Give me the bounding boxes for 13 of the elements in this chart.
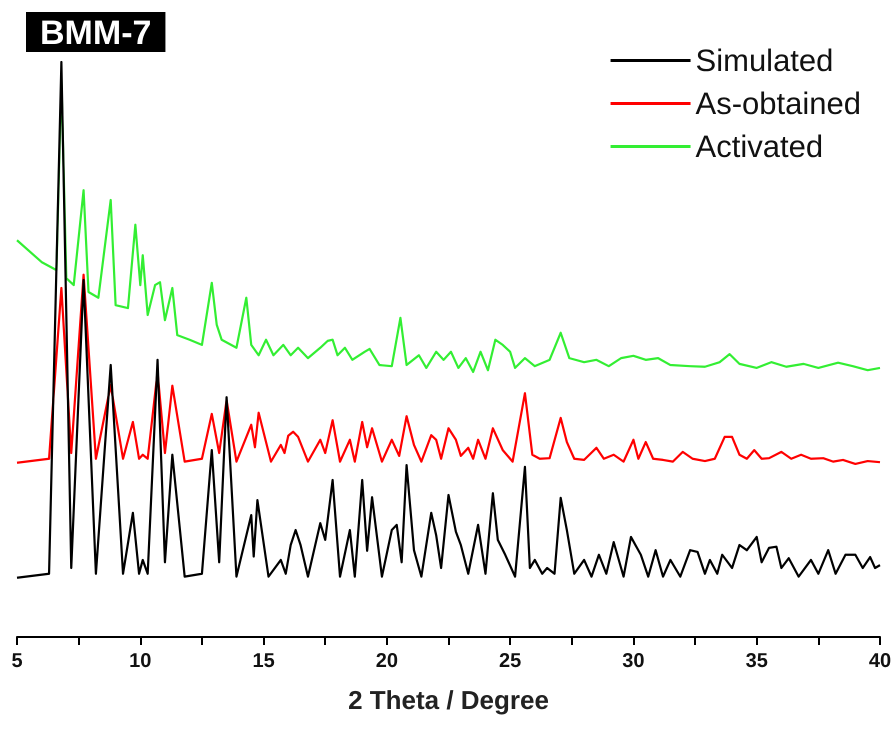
x-tick-label: 20 xyxy=(376,650,398,672)
x-tick-label: 40 xyxy=(868,650,892,672)
x-tick-label: 30 xyxy=(622,650,645,672)
legend-label: As-obtained xyxy=(696,86,862,121)
x-tick-label: 10 xyxy=(129,650,152,672)
x-tick-label: 35 xyxy=(746,650,768,672)
legend-label: Activated xyxy=(696,129,824,164)
legend-label: Simulated xyxy=(696,43,834,78)
x-tick-label: 25 xyxy=(499,650,522,672)
chart-title: BMM-7 xyxy=(40,14,152,52)
x-axis-title: 2 Theta / Degree xyxy=(348,685,549,715)
x-tick-label: 5 xyxy=(11,650,23,672)
x-tick-label: 15 xyxy=(252,650,275,672)
